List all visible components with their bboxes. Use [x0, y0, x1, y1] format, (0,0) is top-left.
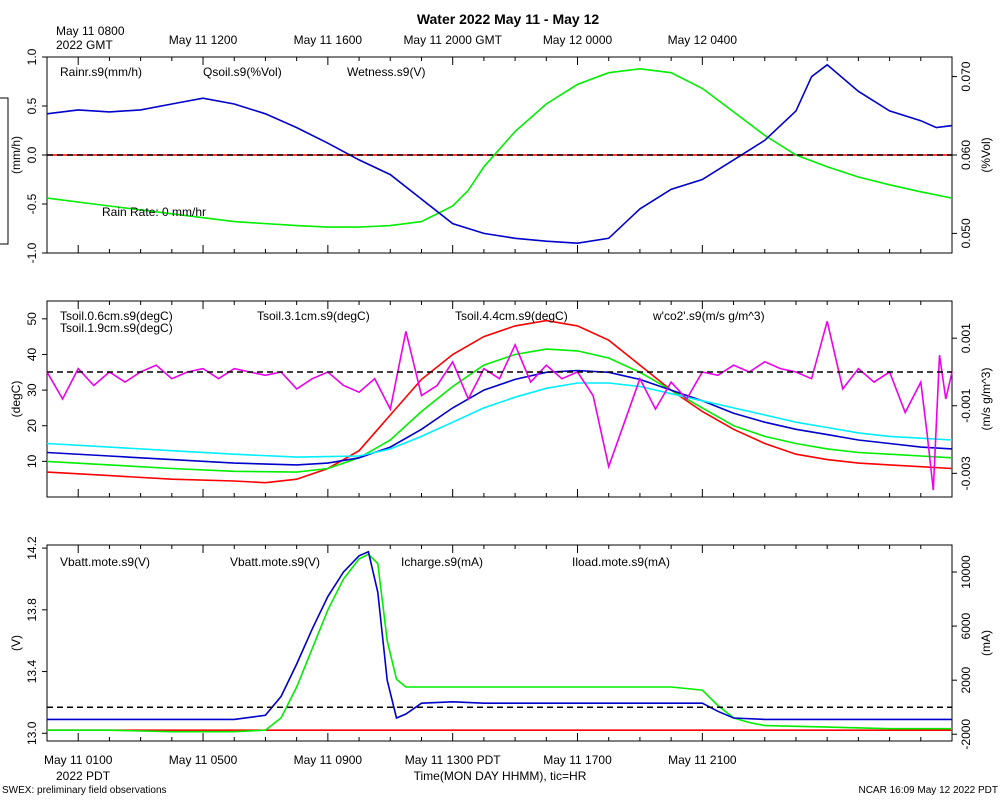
y-right-tick-label: 0.001: [959, 323, 973, 353]
legend-icharge: Icharge.s9(mA): [401, 555, 483, 569]
y-left-tick-label: 0.0: [25, 146, 39, 163]
y-right-tick-label: 0.060: [959, 140, 973, 170]
bottom-axis-label: May 11 1300 PDT: [405, 753, 501, 767]
rain-rate-annotation: Rain Rate: 0 mm/hr: [102, 205, 206, 219]
series-line: [47, 553, 952, 733]
side-legend-stub: [0, 97, 9, 245]
y-left-tick-label: -1.0: [25, 242, 39, 263]
series-line: [46, 348, 953, 473]
top-axis-label: May 11 1200: [169, 33, 238, 47]
legend-tsoil-44: Tsoil.4.4cm.s9(degC): [455, 309, 568, 323]
legend-vbatt-red: Vbatt.mote.s9(V): [60, 555, 150, 569]
top-axis-first-label-line2: 2022 GMT: [56, 38, 113, 52]
top-axis-label: May 11 1600: [294, 33, 363, 47]
y-left-tick-label: 30: [25, 383, 39, 397]
y-left-tick-label: 14.2: [25, 536, 39, 560]
top-axis-first-label-line1: May 11 0800: [56, 24, 125, 38]
bottom-axis-label: May 11 0500: [169, 753, 238, 767]
y-left-tick-label: 20: [25, 419, 39, 433]
bottom-axis-labels: May 11 0100 May 11 0500 May 11 0900 May 11 …: [44, 753, 737, 767]
legend-tsoil-19: Tsoil.1.9cm.s9(degC): [60, 321, 173, 335]
bottom-axis-year-label: 2022 PDT: [56, 769, 111, 783]
panel-bottom: 13.0 13.4 13.8 14.2 (V) -2000 2000 6000 10000 (mA…: [9, 536, 993, 750]
y-left-tick-label: 40: [25, 347, 39, 361]
series-line: [46, 67, 953, 228]
legend-qsoil: Qsoil.s9(%Vol): [203, 65, 282, 79]
panel-top: -1.0 -0.5 0.0 0.5 1.0 (mm/h) 0.050 0.060 0.070 (%…: [9, 48, 993, 263]
top-axis-label: May 12 0000: [543, 33, 613, 47]
y-right-tick-label: 0.070: [959, 61, 973, 91]
y-left-tick-label: 13.8: [25, 598, 39, 622]
panel-middle: 10 20 30 40 50 (degC) -0.003 -0.001 0.001 (m/s g/…: [9, 300, 993, 498]
series-line: [46, 382, 953, 458]
series-line: [47, 550, 952, 721]
y-left-axis-label: (V): [9, 635, 23, 651]
footer-right: NCAR 16:09 May 12 2022 PDT: [858, 785, 998, 796]
bottom-axis-label: May 11 0900: [294, 753, 363, 767]
y-left-tick-label: -0.5: [25, 193, 39, 214]
legend-rainr: Rainr.s9(mm/h): [60, 65, 142, 79]
series-line: [46, 321, 953, 491]
y-right-tick-label: -0.003: [959, 456, 973, 490]
y-left-tick-label: 13.0: [25, 721, 39, 745]
y-left-tick-label: 50: [25, 312, 39, 326]
panel-bottom-frame: [46, 544, 953, 742]
bottom-axis-label: May 11 1700: [543, 753, 612, 767]
legend-wco2: w'co2'.s9(m/s g/m^3): [652, 309, 765, 323]
y-left-tick-label: 0.5: [25, 97, 39, 114]
y-right-axis-label: (m/s g/m^3): [979, 368, 993, 431]
legend-wetness: Wetness.s9(V): [347, 65, 425, 79]
y-right-tick-label: 0.050: [959, 218, 973, 248]
panel-middle-frame: [46, 300, 953, 498]
legend-iload: Iload.mote.s9(mA): [572, 555, 670, 569]
bottom-axis-label: May 11 0100: [44, 753, 113, 767]
bottom-axis-title: Time(MON DAY HHMM), tic=HR: [414, 769, 587, 783]
y-right-tick-label: -2000: [959, 719, 973, 750]
y-left-tick-label: 13.4: [25, 660, 39, 684]
series-line: [46, 63, 953, 245]
y-right-tick-label: 6000: [959, 612, 973, 639]
top-axis-labels: May 11 1200 May 11 1600 May 11 2000 GMT May…: [169, 33, 738, 47]
y-right-axis-label: (mA): [979, 630, 993, 656]
legend-tsoil-06: Tsoil.0.6cm.s9(degC): [60, 309, 173, 323]
y-left-axis-label: (degC): [9, 381, 23, 418]
bottom-axis-label: May 11 2100: [668, 753, 737, 767]
top-axis-label: May 12 0400: [668, 33, 738, 47]
y-right-axis-label: (%Vol): [979, 137, 993, 172]
y-left-tick-label: 1.0: [25, 48, 39, 65]
legend-tsoil-31: Tsoil.3.1cm.s9(degC): [257, 309, 370, 323]
y-right-tick-label: 10000: [959, 555, 973, 589]
top-axis-label: May 11 2000 GMT: [403, 33, 502, 47]
chart-title: Water 2022 May 11 - May 12: [417, 11, 600, 27]
series-line: [46, 319, 953, 484]
y-left-axis-label: (mm/h): [9, 136, 23, 174]
footer-left: SWEX: preliminary field observations: [2, 785, 167, 796]
y-left-tick-label: 10: [25, 454, 39, 468]
y-right-tick-label: 2000: [959, 667, 973, 694]
y-right-tick-label: -0.001: [959, 388, 973, 422]
legend-vbatt-green: Vbatt.mote.s9(V): [230, 555, 320, 569]
